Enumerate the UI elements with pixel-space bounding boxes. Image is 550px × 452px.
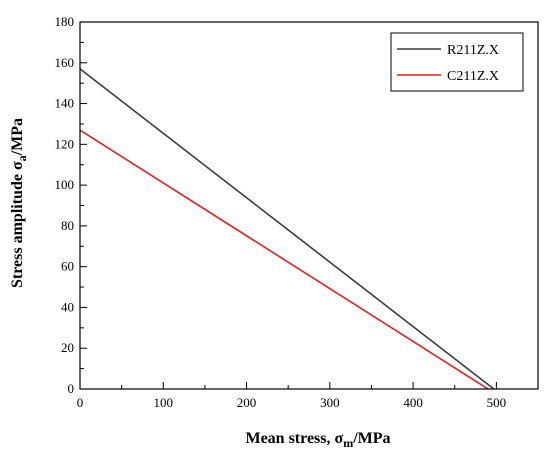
y-tick-label: 20 <box>61 340 74 355</box>
x-tick-label: 0 <box>77 395 84 410</box>
series-line <box>79 68 495 390</box>
y-tick-label: 160 <box>55 55 75 70</box>
y-tick-label: 120 <box>55 136 75 151</box>
series-layer <box>79 68 495 390</box>
x-axis-title: Mean stress, σm/MPa <box>245 430 390 450</box>
y-axis-title: Stress amplitude σa/MPa <box>9 118 29 288</box>
x-tick-label: 400 <box>403 395 423 410</box>
series-line <box>79 129 489 390</box>
y-tick-label: 0 <box>68 381 75 396</box>
y-tick-label: 180 <box>55 14 75 29</box>
y-tick-label: 60 <box>61 259 74 274</box>
x-tick-label: 300 <box>320 395 340 410</box>
y-tick-label: 140 <box>55 96 75 111</box>
legend-label: C211Z.X <box>447 69 499 84</box>
x-tick-label: 500 <box>487 395 507 410</box>
legend-label: R211Z.X <box>447 43 499 58</box>
legend: R211Z.X C211Z.X <box>390 32 524 92</box>
x-tick-label: 200 <box>237 395 257 410</box>
y-tick-label: 100 <box>55 177 75 192</box>
y-tick-label: 40 <box>61 299 74 314</box>
y-tick-label: 80 <box>61 218 74 233</box>
x-axis-ticks: 0 100 200 300 400 500 <box>77 382 539 410</box>
plot-area-frame <box>79 21 539 390</box>
legend-box <box>390 32 524 92</box>
x-tick-label: 100 <box>154 395 174 410</box>
